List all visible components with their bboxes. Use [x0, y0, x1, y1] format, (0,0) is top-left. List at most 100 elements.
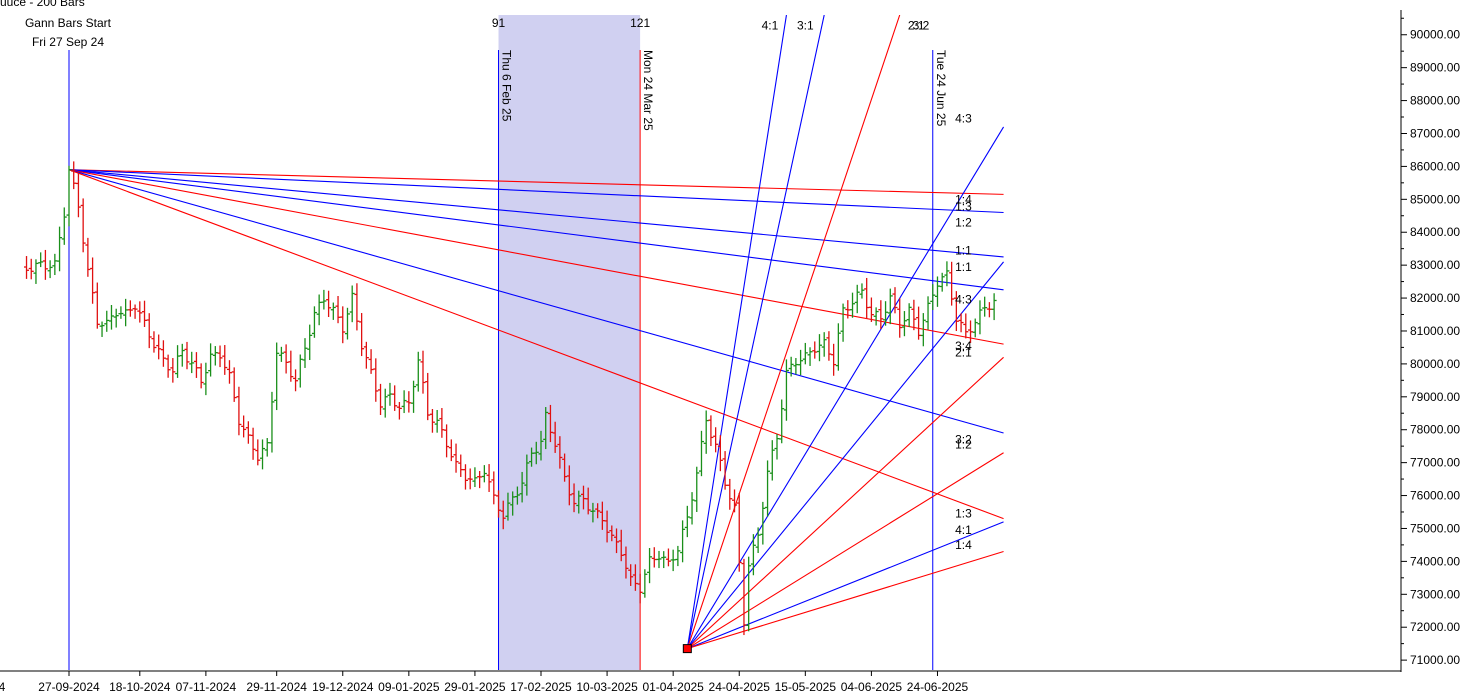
ohlc-bar: [90, 257, 96, 304]
ohlc-bar: [411, 380, 417, 413]
ohlc-bar: [118, 306, 124, 319]
ohlc-bar: [66, 165, 72, 227]
y-tick-label: 87000.00: [1410, 126, 1460, 140]
ohlc-bar: [703, 410, 709, 454]
ratio-label: 4:1: [955, 523, 972, 537]
ohlc-bar: [722, 451, 728, 490]
ohlc-bar: [732, 489, 738, 513]
ohlc-bar: [661, 551, 667, 569]
x-tick-label: 29-11-2024: [246, 680, 307, 694]
ohlc-bar: [47, 260, 53, 279]
ohlc-bar: [580, 485, 586, 510]
y-tick-label: 79000.00: [1410, 390, 1460, 404]
ohlc-bar: [816, 334, 822, 362]
vertical-count-label: 121: [630, 16, 650, 30]
ohlc-bar: [448, 439, 454, 462]
ohlc-bar: [769, 440, 775, 481]
ohlc-bar: [160, 340, 166, 367]
ohlc-bar: [297, 354, 303, 388]
ohlc-bar: [533, 441, 539, 465]
y-tick-label: 86000.00: [1410, 159, 1460, 173]
ohlc-bar: [104, 310, 110, 332]
x-tick-label: 10-03-2025: [576, 680, 638, 694]
ohlc-bar: [137, 301, 143, 323]
fan-line-low: [687, 452, 1004, 650]
ohlc-bar: [538, 430, 544, 461]
ohlc-bar: [571, 483, 577, 513]
ohlc-bar: [566, 465, 572, 506]
ohlc-bar: [132, 304, 138, 319]
ohlc-bar: [184, 341, 190, 370]
ratio-label: 1:2: [955, 215, 972, 229]
x-tick-label: 19-12-2024: [312, 680, 374, 694]
ohlc-bar: [28, 258, 34, 280]
ohlc-bar: [175, 345, 181, 378]
ohlc-bar: [920, 313, 926, 347]
ohlc-bar: [901, 311, 907, 337]
ohlc-bar: [845, 300, 851, 319]
vertical-date-label: Thu 6 Feb 25: [500, 50, 514, 122]
ohlc-bar: [203, 362, 209, 396]
y-tick-label: 77000.00: [1410, 456, 1460, 470]
y-axis: 71000.00 72000.00 73000.00 74000.00 75000.00…: [1400, 10, 1460, 672]
ohlc-bar: [61, 207, 67, 245]
ohlc-bar: [916, 306, 922, 340]
ohlc-bar: [71, 161, 77, 190]
ohlc-bar: [736, 492, 742, 572]
ohlc-bar: [939, 272, 945, 292]
ohlc-bar: [831, 343, 837, 376]
ohlc-bar: [821, 332, 827, 357]
ohlc-bar: [99, 321, 105, 337]
ohlc-bar: [656, 550, 662, 569]
x-tick-label: 01-04-2025: [642, 680, 704, 694]
ohlc-bar: [892, 287, 898, 314]
ohlc-bar: [717, 435, 723, 472]
ohlc-bar: [387, 382, 393, 406]
x-tick-label: 07-11-2024: [176, 680, 237, 694]
ohlc-bar: [949, 261, 955, 306]
x-tick-label: 24-06-2025: [907, 680, 969, 694]
ohlc-bar: [378, 383, 384, 415]
ohlc-bar: [670, 549, 676, 572]
ohlc-bar: [505, 492, 511, 521]
ohlc-bar: [467, 468, 473, 490]
ohlc-bar: [599, 501, 605, 530]
ohlc-bar: [288, 350, 294, 382]
ohlc-bar: [94, 282, 100, 329]
y-tick-label: 75000.00: [1410, 521, 1460, 535]
ohlc-bar: [146, 313, 152, 349]
ohlc-bar: [434, 409, 440, 433]
fan-line-high: [68, 169, 1004, 195]
ohlc-bar: [212, 346, 218, 366]
ohlc-bar: [977, 300, 983, 335]
ohlc-bar: [75, 172, 81, 218]
ohlc-bar: [835, 323, 841, 371]
ohlc-bar: [500, 500, 506, 530]
fan-line-low: [686, 356, 1004, 650]
ohlc-bar: [519, 471, 525, 503]
ratio-label: 1:4: [955, 538, 972, 552]
fan-line-high: [68, 169, 1004, 434]
ohlc-bar: [850, 292, 856, 318]
ohlc-bar: [250, 427, 256, 460]
ohlc-bar: [991, 293, 997, 321]
ohlc-bar: [123, 298, 129, 327]
ohlc-bar: [406, 391, 412, 413]
ohlc-bar: [420, 350, 426, 394]
ohlc-bar: [859, 283, 865, 299]
fan-line-low: [686, 15, 787, 649]
ohlc-bar: [382, 388, 388, 418]
ohlc-bar: [604, 510, 610, 543]
ratio-label: 3:4: [955, 339, 972, 353]
ohlc-bar: [491, 471, 497, 505]
y-tick-label: 74000.00: [1410, 554, 1460, 568]
ratio-label: 1:1: [955, 260, 972, 274]
ohlc-bar: [632, 564, 638, 591]
ohlc-bar: [359, 313, 365, 357]
ohlc-bar: [934, 276, 940, 307]
ohlc-bar: [906, 303, 912, 328]
y-tick-label: 78000.00: [1410, 423, 1460, 437]
ohlc-bar: [944, 261, 950, 287]
ohlc-bar: [241, 415, 247, 438]
